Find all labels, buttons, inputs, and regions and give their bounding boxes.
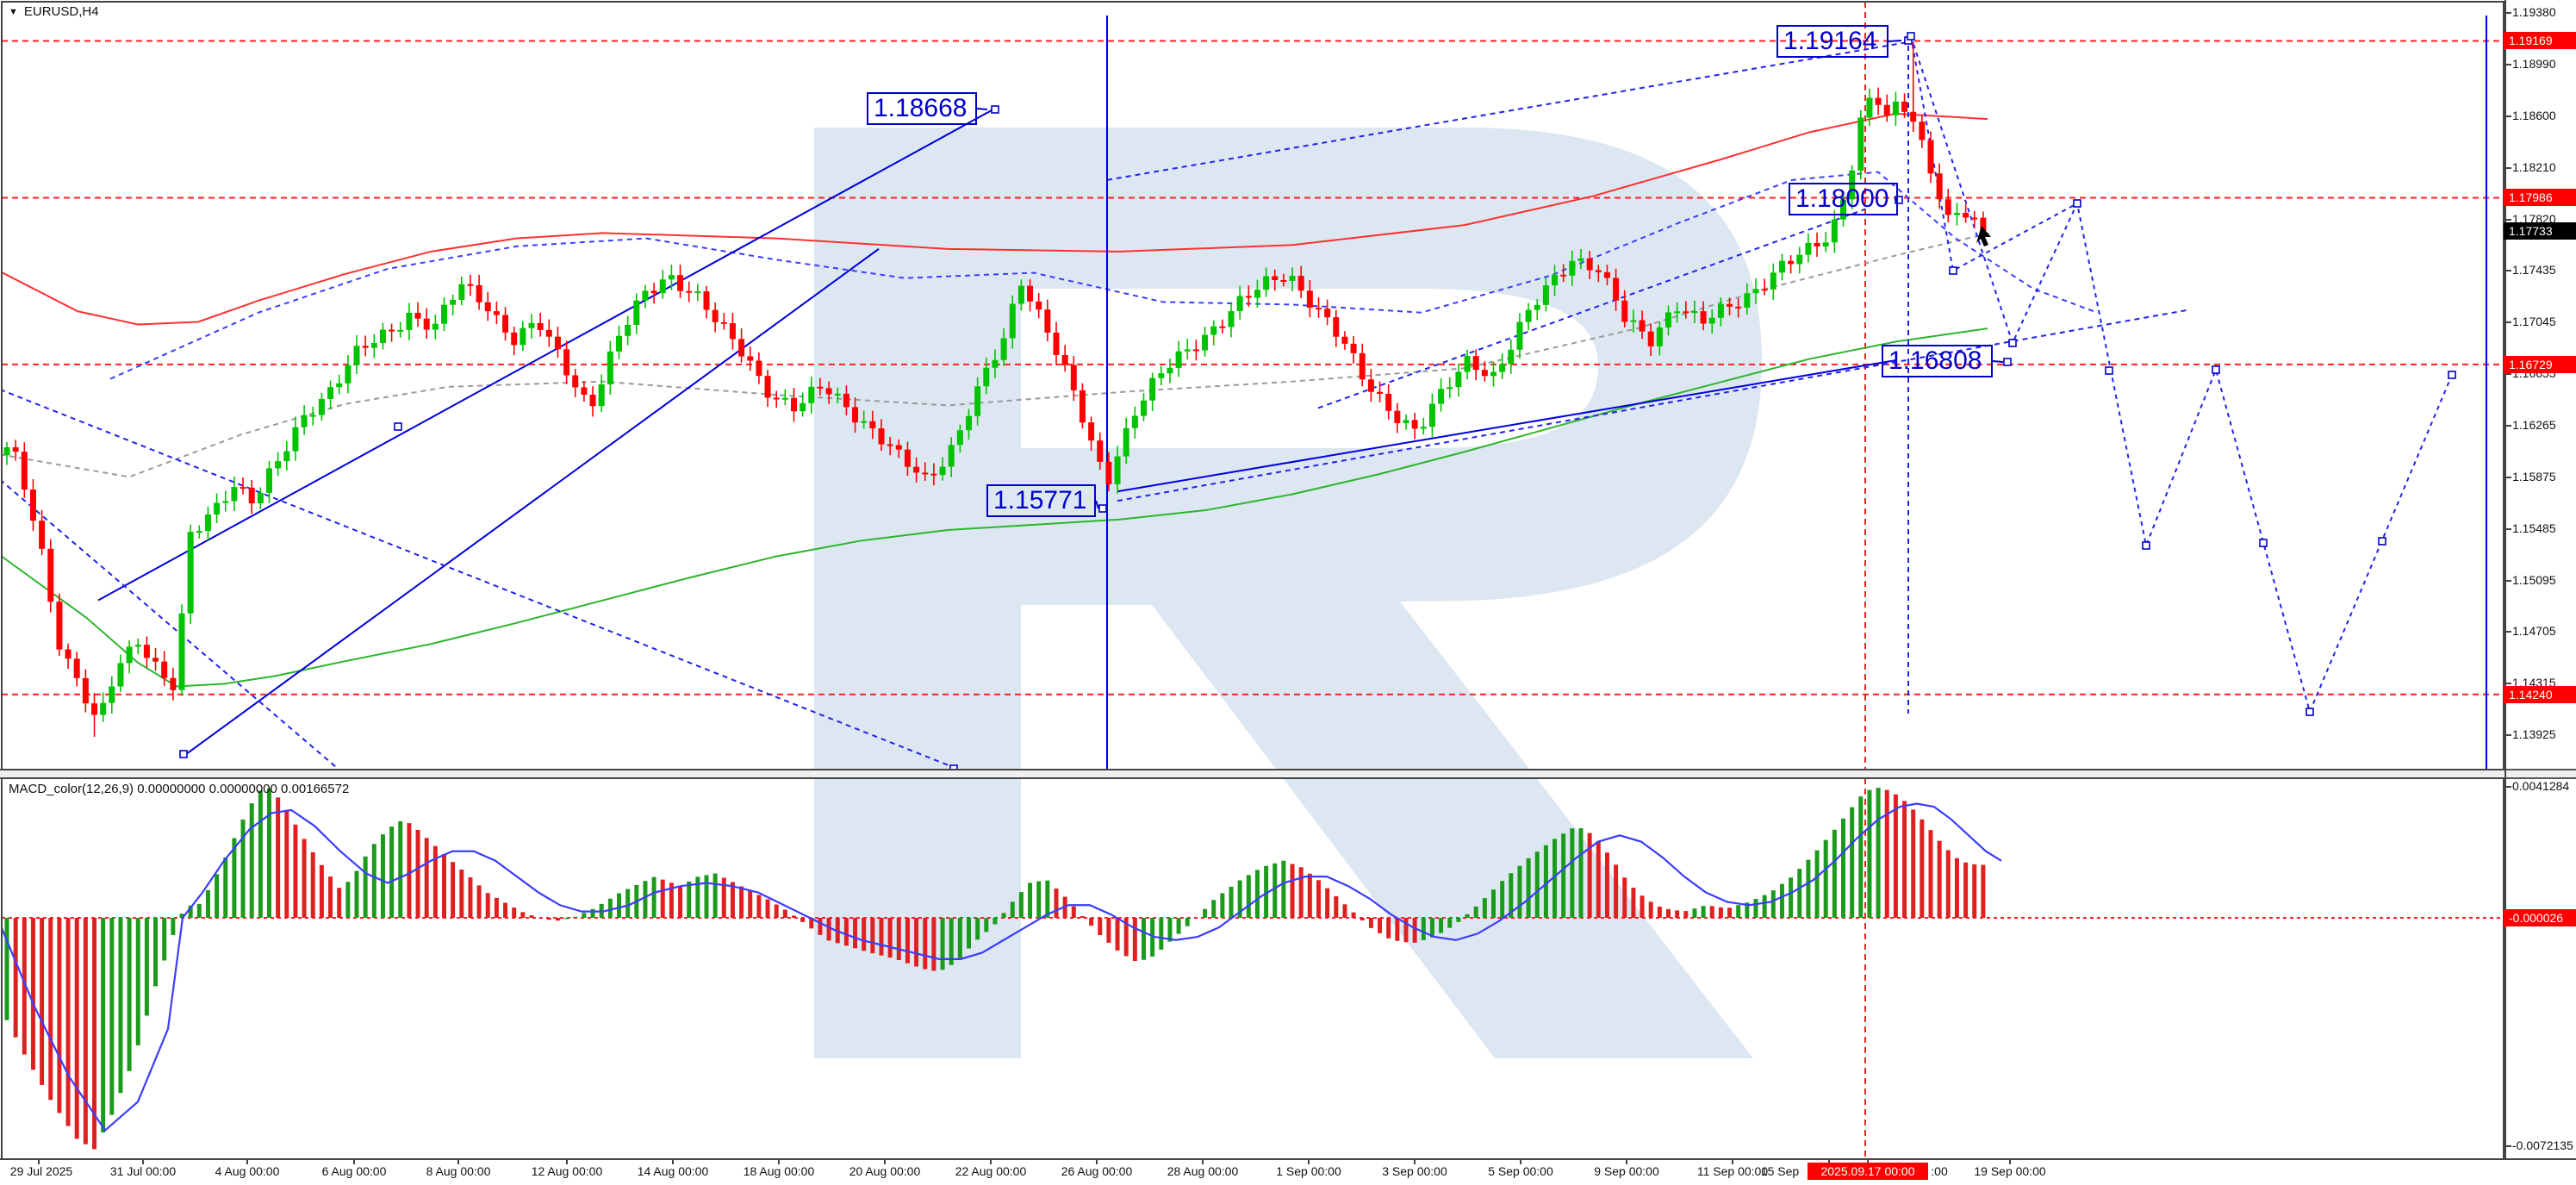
object-anchor-marker[interactable] (179, 750, 188, 758)
trendline-up-3[interactable] (1117, 359, 1896, 493)
object-anchor-marker[interactable] (2378, 537, 2386, 546)
object-anchor-marker[interactable] (2073, 199, 2081, 208)
price-axis-tick: 1.14705 (2512, 624, 2556, 638)
time-axis-tick: 15 Sep (1760, 1164, 1800, 1178)
price-level-tag: 1.16729 (2504, 355, 2576, 373)
object-anchor-marker[interactable] (2212, 365, 2220, 374)
object-anchor-marker[interactable] (1907, 32, 1915, 41)
macd-axis-bottom-tick: -0.0072135 (2512, 1138, 2573, 1152)
current-price-tag: 1.17733 (2504, 222, 2576, 240)
time-axis-tick: 22 Aug 00:00 (955, 1164, 1027, 1178)
price-level-tag: 1.17986 (2504, 189, 2576, 207)
object-anchor-marker[interactable] (2305, 708, 2314, 716)
time-axis-tick: 29 Jul 2025 (9, 1164, 73, 1178)
object-anchor-marker[interactable] (2259, 539, 2268, 547)
price-axis-tick: 1.19380 (2512, 5, 2556, 19)
candles-layer (3, 41, 1987, 737)
time-axis-tick: 14 Aug 00:00 (637, 1164, 709, 1178)
channel-upper[interactable] (1106, 41, 1909, 181)
object-anchor-marker[interactable] (2003, 358, 2012, 366)
time-axis-tick: 5 Sep 00:00 (1488, 1164, 1553, 1178)
trendline-up-2[interactable] (184, 248, 880, 757)
time-axis-tick: 11 Sep 00:00 (1696, 1164, 1769, 1178)
projection-alt[interactable] (1910, 35, 2078, 272)
macd-axis-top-tick: 0.0041284 (2512, 779, 2570, 793)
time-axis-tick: 19 Sep 00:00 (1974, 1164, 2046, 1178)
ma-red[interactable] (0, 112, 1988, 326)
price-axis-tick: 1.17435 (2512, 263, 2556, 277)
main-price-panel[interactable] (0, 2, 2504, 772)
macd-signal-line (2, 802, 2002, 1132)
trendline-down-2[interactable] (0, 389, 955, 769)
time-axis-tick: 12 Aug 00:00 (531, 1164, 603, 1178)
time-axis-tick: 1 Sep 00:00 (1276, 1164, 1341, 1178)
price-callout-label[interactable]: 1.18000 (1789, 183, 1898, 215)
price-level-tag: 1.14240 (2504, 685, 2576, 703)
symbol-dropdown-icon[interactable]: ▼ (9, 7, 18, 17)
macd-zero-tag: -0.000026 (2504, 909, 2576, 926)
price-callout-label[interactable]: 1.15771 (986, 484, 1096, 517)
price-axis-tick: 1.13925 (2512, 727, 2556, 741)
price-callout-label[interactable]: 1.18668 (867, 92, 977, 125)
trendline-up-3-dashed[interactable] (1117, 309, 2189, 502)
object-anchor-marker[interactable] (2008, 339, 2017, 347)
price-axis-tick: 1.17820 (2512, 212, 2556, 226)
mouse-cursor-icon (1976, 226, 1991, 246)
ma-gray-dashed[interactable] (0, 232, 1991, 478)
object-anchor-marker[interactable] (2105, 366, 2113, 375)
trendline-down-1[interactable] (0, 479, 340, 770)
watermark-logo (814, 128, 1762, 1058)
object-anchor-marker[interactable] (1098, 504, 1107, 513)
object-anchor-marker[interactable] (2142, 541, 2150, 550)
time-axis-tick: 8 Aug 00:00 (426, 1164, 491, 1178)
time-red-tag: 2025.09.17 00:00 (1808, 1163, 1928, 1180)
price-axis-tick: 1.15095 (2512, 573, 2556, 587)
trendline-up-1[interactable] (97, 107, 996, 602)
ma-green[interactable] (0, 327, 1988, 688)
price-level-tag: 1.19169 (2504, 32, 2576, 50)
object-anchor-marker[interactable] (2448, 371, 2456, 379)
time-axis-tick: 4 Aug 00:00 (215, 1164, 280, 1178)
time-axis-tick: 31 Jul 00:00 (109, 1164, 177, 1178)
object-anchor-marker[interactable] (1949, 266, 1957, 275)
time-axis-tick: 26 Aug 00:00 (1061, 1164, 1133, 1178)
price-axis-tick: 1.17045 (2512, 315, 2556, 328)
symbol-period-label[interactable]: ▼ EURUSD,H4 (9, 4, 99, 19)
time-axis-tick: 18 Aug 00:00 (743, 1164, 815, 1178)
macd-indicator-label: MACD_color(12,26,9) 0.00000000 0.0000000… (9, 782, 350, 796)
price-axis-tick: 1.16265 (2512, 418, 2556, 432)
price-axis-tick: 1.15485 (2512, 521, 2556, 535)
price-callout-label[interactable]: 1.19164 (1776, 25, 1888, 58)
object-anchor-marker[interactable] (394, 422, 402, 431)
price-axis-tick: 1.18210 (2512, 160, 2556, 174)
time-axis-tick: 20 Aug 00:00 (849, 1164, 921, 1178)
channel-lower[interactable] (1317, 208, 1866, 409)
symbol-text: EURUSD,H4 (23, 4, 99, 19)
macd-panel[interactable] (0, 778, 2504, 1159)
time-axis-tick: 28 Aug 00:00 (1167, 1164, 1239, 1178)
price-axis-tick: 1.18990 (2512, 57, 2556, 71)
price-axis-tick: 1.15875 (2512, 470, 2556, 483)
time-axis-tick: 9 Sep 00:00 (1594, 1164, 1659, 1178)
price-axis-tick: 1.18600 (2512, 109, 2556, 122)
time-axis-tick: 6 Aug 00:00 (321, 1164, 387, 1178)
time-axis-tick: 3 Sep 00:00 (1382, 1164, 1447, 1178)
time-axis-tick: :00 (1931, 1164, 1948, 1178)
price-callout-label[interactable]: 1.16808 (1882, 345, 1993, 377)
object-anchor-marker[interactable] (991, 105, 999, 114)
